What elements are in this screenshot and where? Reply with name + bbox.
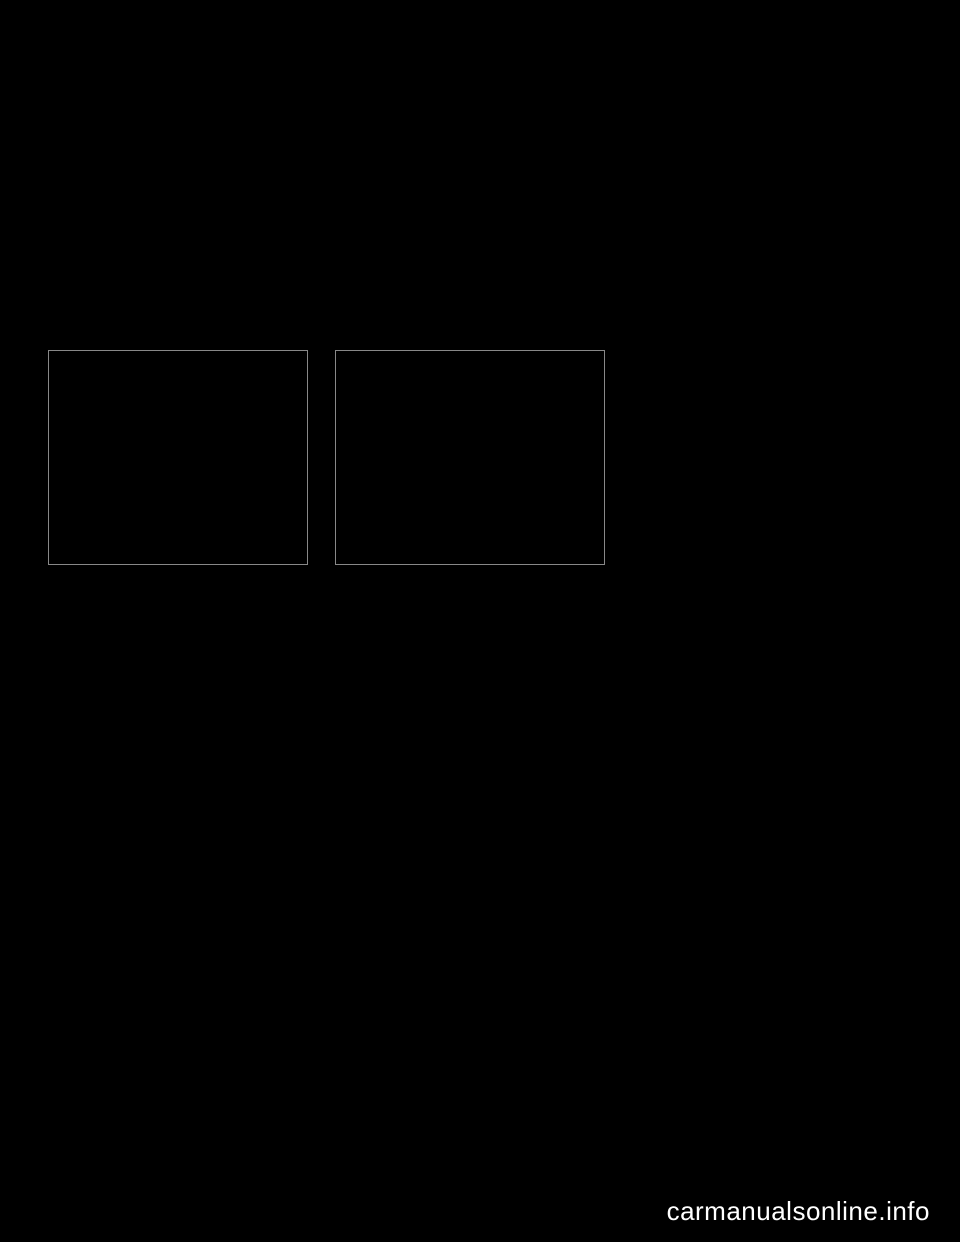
- page-container: carmanualsonline.info: [0, 0, 960, 1242]
- figure-box-left: [48, 350, 308, 565]
- figure-box-right: [335, 350, 605, 565]
- footer-watermark: carmanualsonline.info: [667, 1196, 930, 1227]
